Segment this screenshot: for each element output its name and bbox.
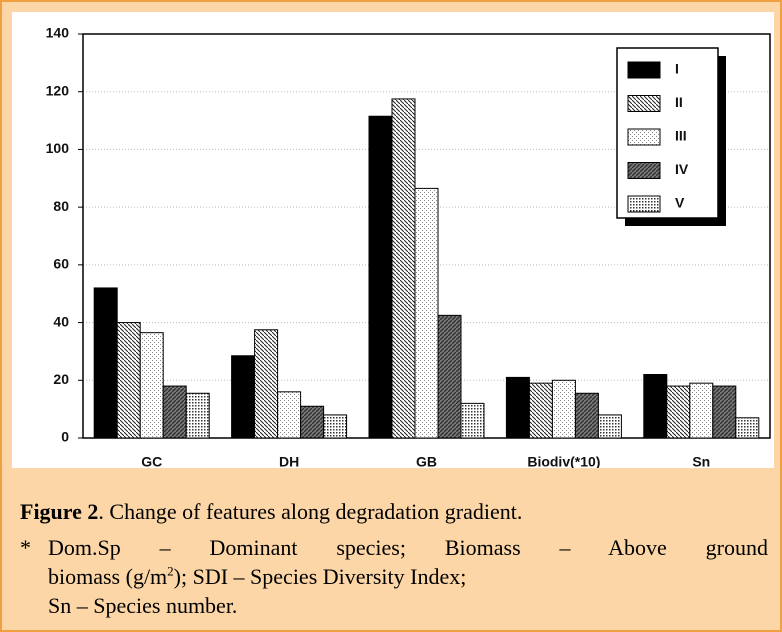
bar (300, 405, 325, 439)
bar (505, 376, 530, 439)
x-tick-label: Sn (692, 454, 710, 468)
bar (231, 355, 256, 439)
bar (185, 392, 210, 439)
legend-swatch (627, 61, 661, 79)
caption-label: Figure 2 (20, 499, 99, 524)
bar (323, 414, 348, 439)
bar (93, 287, 118, 439)
bar (277, 391, 302, 439)
y-tick-label: 80 (53, 198, 69, 214)
bar (712, 385, 737, 439)
y-tick-label: 120 (46, 82, 70, 98)
y-tick-label: 20 (53, 371, 69, 387)
y-tick-label: 40 (53, 313, 69, 329)
bar (689, 382, 714, 439)
bar (368, 115, 393, 439)
bar (460, 402, 485, 439)
legend-swatch (627, 195, 661, 213)
legend-label: V (675, 195, 685, 211)
x-tick-label: GB (416, 454, 437, 468)
bar (551, 379, 576, 439)
x-tick-label: Biodiv(*10) (527, 454, 600, 468)
bar (528, 382, 553, 439)
x-tick-label: GC (141, 454, 162, 468)
bar (574, 392, 599, 439)
legend-label: II (675, 94, 683, 110)
legend-swatch (627, 128, 661, 146)
legend-swatch (627, 95, 661, 112)
bar (643, 374, 668, 439)
footnote-text: biomass (g/m (48, 564, 168, 589)
y-tick-label: 0 (61, 429, 69, 445)
bar (162, 385, 187, 439)
footnote-line: Dom.Sp – Dominant species; Biomass – Abo… (48, 535, 768, 560)
legend-swatch (627, 162, 661, 179)
bar (666, 385, 691, 439)
bar (391, 98, 416, 439)
legend-label: IV (675, 161, 689, 177)
y-tick-label: 100 (46, 140, 70, 156)
bar (735, 417, 760, 439)
y-tick-label: 60 (53, 256, 69, 272)
y-tick-label: 140 (46, 25, 70, 41)
footnote-line: biomass (g/m2); SDI – Species Diversity … (48, 562, 768, 591)
caption: Figure 2. Change of features along degra… (20, 497, 522, 526)
caption-text: . Change of features along degradation g… (98, 499, 523, 524)
legend-label: III (675, 128, 687, 144)
bar (414, 187, 439, 439)
footnote-line: Sn – Species number. (48, 593, 238, 618)
bar (116, 322, 141, 439)
bar (437, 314, 462, 439)
bar (254, 329, 279, 439)
footnote-sup: 2 (167, 563, 174, 579)
footnote-text: ); SDI – Species Diversity Index; (173, 564, 467, 589)
footnote-marker: * (20, 535, 31, 560)
x-tick-label: DH (279, 454, 299, 468)
bar (139, 332, 164, 439)
legend-label: I (675, 61, 679, 77)
bar (597, 414, 622, 439)
